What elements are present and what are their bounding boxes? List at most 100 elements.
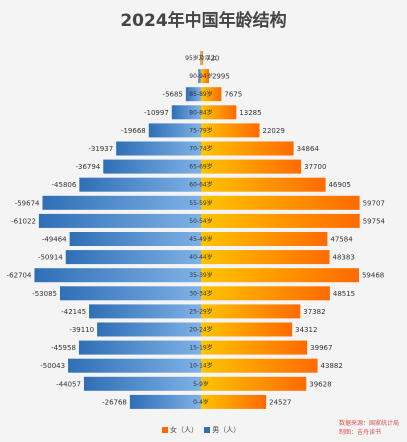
age-group-label: 80-84岁	[189, 108, 212, 116]
legend-swatch-male	[204, 427, 211, 433]
female-value-label: 34312	[295, 326, 317, 334]
female-bar	[201, 358, 318, 373]
chart-title: 2024年中国年龄结构	[120, 11, 287, 31]
female-value-label: 37382	[303, 308, 325, 316]
male-value-label: -45958	[51, 344, 76, 352]
age-group-label: 5-9岁	[193, 380, 209, 388]
male-value-label: -50914	[38, 254, 63, 262]
age-group-label: 65-69岁	[189, 163, 212, 171]
male-value-label: -36794	[75, 163, 100, 171]
male-bar	[129, 394, 201, 409]
female-bar	[201, 213, 360, 228]
age-group-label: 50-54岁	[189, 217, 212, 225]
data-source: 数据来源：国家统计局 制图：吉舟读书	[339, 419, 399, 437]
female-value-label: 47584	[330, 236, 353, 244]
male-value-label: -26768	[102, 398, 127, 406]
male-bar	[185, 87, 201, 102]
male-value-label: -5685	[163, 91, 183, 99]
male-value-label: -45806	[52, 181, 77, 189]
male-bar	[116, 141, 201, 156]
male-bar	[83, 376, 201, 391]
male-value-label: -44057	[56, 380, 81, 388]
female-bar	[201, 51, 203, 65]
female-value-label: 39967	[310, 344, 332, 352]
male-value-label: -61022	[11, 217, 36, 225]
age-group-label: 20-24岁	[189, 326, 212, 334]
source-line-1: 数据来源：国家统计局	[338, 420, 399, 427]
male-bar	[200, 51, 201, 65]
age-group-label: 85-89岁	[189, 90, 212, 98]
female-value-label: 59468	[362, 272, 384, 280]
female-value-label: 22029	[263, 127, 285, 135]
male-bar	[148, 123, 201, 138]
female-value-label: 43882	[321, 362, 343, 370]
male-value-label: -53085	[32, 290, 57, 298]
female-value-label: 37700	[304, 163, 326, 171]
age-group-label: 70-74岁	[189, 145, 212, 153]
female-bar	[201, 87, 222, 102]
male-bar	[34, 268, 201, 283]
female-bar	[201, 69, 209, 84]
male-bar	[97, 322, 201, 337]
age-group-label: 0-4岁	[193, 398, 209, 406]
male-value-label: -59674	[15, 199, 40, 207]
male-bar	[171, 105, 201, 120]
source-line-2: 制图：吉舟读书	[338, 429, 381, 436]
male-bar	[68, 358, 202, 373]
female-bar	[201, 105, 237, 120]
male-value-label: -50043	[40, 362, 65, 370]
age-group-label: 40-44岁	[189, 253, 212, 261]
female-value-label: 13285	[239, 109, 261, 117]
male-bar	[89, 304, 201, 319]
male-bar	[69, 232, 201, 246]
female-bar	[201, 340, 308, 355]
female-bar	[201, 177, 326, 192]
female-bar	[201, 250, 330, 265]
male-value-label: -39110	[69, 326, 94, 334]
female-value-label: 48515	[333, 290, 355, 298]
female-bar	[201, 394, 267, 409]
legend: 女（人） 男（人）	[162, 425, 240, 435]
female-bar	[201, 232, 328, 246]
male-value-label: -42145	[61, 308, 86, 316]
female-value-label: 39628	[309, 380, 331, 388]
female-value-label: 34864	[297, 145, 320, 153]
male-bar	[79, 177, 201, 192]
male-bar	[65, 250, 201, 265]
legend-male-label: 男（人）	[212, 426, 241, 434]
male-value-label: -49464	[42, 236, 67, 244]
female-bar	[201, 286, 330, 301]
female-value-label: 48383	[333, 254, 355, 262]
female-bar	[201, 376, 307, 391]
age-group-label: 75-79岁	[189, 126, 212, 134]
male-value-label: -31937	[88, 145, 113, 153]
female-value-label: 24527	[269, 398, 291, 406]
female-value-label: 59754	[363, 217, 386, 225]
age-group-label: 60-64岁	[189, 181, 212, 189]
female-bar	[201, 123, 260, 138]
female-value-label: 720	[206, 55, 219, 63]
male-bar	[78, 340, 201, 355]
male-value-label: -62704	[7, 272, 32, 280]
male-bar	[59, 286, 202, 301]
legend-swatch-female	[162, 427, 168, 433]
female-value-label: 2995	[212, 73, 230, 81]
male-bar	[198, 69, 201, 84]
female-bar	[201, 322, 293, 337]
age-group-label: 35-39岁	[189, 271, 212, 279]
age-group-label: 95岁及以上	[185, 54, 217, 62]
age-group-label: 30-34岁	[189, 289, 212, 297]
age-group-label: 15-19岁	[189, 344, 212, 352]
female-bar	[201, 141, 294, 156]
male-bar	[38, 213, 202, 228]
age-group-label: 25-29岁	[189, 307, 212, 315]
male-bar	[42, 195, 201, 210]
female-bar	[201, 304, 301, 319]
female-value-label: 59707	[363, 199, 385, 207]
male-value-label: -19668	[121, 127, 146, 135]
male-value-label: -10997	[144, 109, 169, 117]
female-bar	[201, 159, 302, 174]
age-group-label: 10-14岁	[189, 362, 212, 370]
male-bar	[103, 159, 201, 174]
